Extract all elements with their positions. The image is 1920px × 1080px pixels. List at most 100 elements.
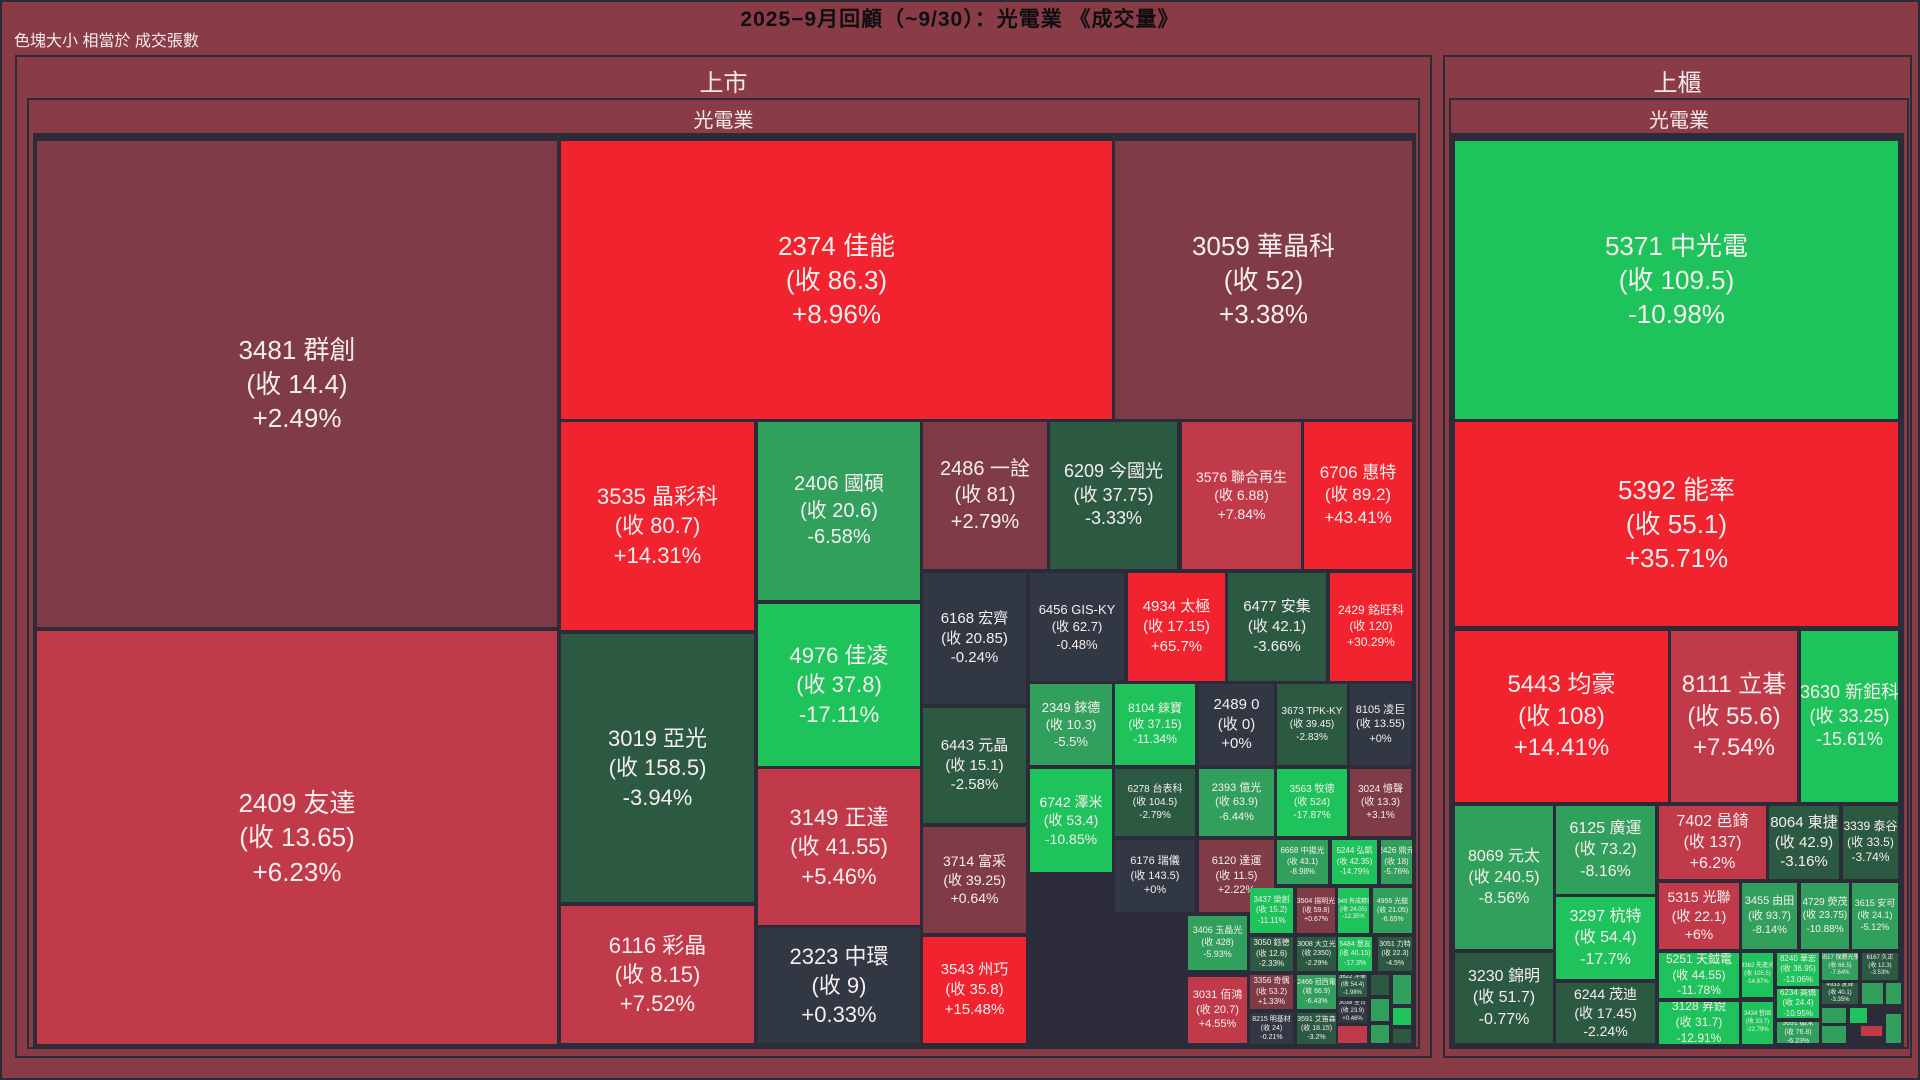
tile-6209[interactable]: 6209 今國光 (收 37.75) -3.33% [1050, 422, 1177, 569]
tile-micro[interactable] [1861, 1026, 1882, 1036]
tile-6116[interactable]: 6116 彩晶 (收 8.15) +7.52% [561, 906, 754, 1043]
tile-5244[interactable]: 5244 弘凱 (收 42.35) -14.79% [1332, 840, 1377, 884]
tile-2393[interactable]: 2393 億光 (收 63.9) -6.44% [1199, 769, 1274, 836]
tile-8104[interactable]: 8104 錸寶 (收 37.15) -11.34% [1115, 684, 1195, 765]
tile-3149[interactable]: 3149 正達 (收 41.55) +5.46% [758, 769, 920, 925]
tile-3622[interactable]: 3622 洋華 (收 54.4) -1.98% [1338, 975, 1367, 997]
tile-2466[interactable]: 2466 冠西電 (收 66.9) -6.43% [1297, 975, 1336, 1009]
tile-4949[interactable]: 4949 有成精密(收 24.05)-12.35% [1338, 888, 1369, 933]
tile-micro[interactable] [1850, 1008, 1867, 1023]
tile-3230[interactable]: 3230 錦明 (收 51.7) -0.77% [1455, 953, 1553, 1043]
tile-6456[interactable]: 6456 GIS-KY (收 62.7) -0.48% [1030, 573, 1124, 681]
tile-8215[interactable]: 8215 明基材 (收 24) -0.21% [1250, 1013, 1293, 1044]
tile-5315[interactable]: 5315 光聯 (收 22.1) +6% [1659, 883, 1739, 949]
tile-5371[interactable]: 5371 中光電 (收 109.5) -10.98% [1455, 141, 1898, 419]
tile-label: 8215 明基材 [1252, 1015, 1291, 1023]
tile-3038[interactable]: 3038 全台 (收 23.9) +0.46% [1338, 1001, 1367, 1023]
tile-micro[interactable] [1393, 1008, 1411, 1025]
tile-2486[interactable]: 2486 一詮 (收 81) +2.79% [923, 422, 1047, 569]
tile-3019[interactable]: 3019 亞光 (收 158.5) -3.94% [561, 634, 754, 902]
tile-3576[interactable]: 3576 聯合再生 (收 6.88) +7.84% [1182, 422, 1301, 569]
tile-micro[interactable] [1822, 1026, 1846, 1043]
tile-3051[interactable]: 3051 力特 (收 22.3) -4.5% [1378, 937, 1412, 971]
tile-3297[interactable]: 3297 杭特 (收 54.4) -17.7% [1556, 897, 1655, 979]
tile-5443[interactable]: 5443 均豪 (收 108) +14.41% [1455, 631, 1668, 802]
tile-8240[interactable]: 8240 華宏 (收 36.95) -13.06% [1777, 953, 1819, 986]
tile-3050[interactable]: 3050 鈺德 (收 12.6) -2.33% [1250, 937, 1293, 971]
tile-3691[interactable]: 3691 碩禾 (收 76.8) -6.23% [1777, 1022, 1819, 1043]
tile-6706[interactable]: 6706 惠特 (收 89.2) +43.41% [1304, 422, 1412, 569]
tile-4934[interactable]: 4934 太極 (收 17.15) +65.7% [1128, 573, 1225, 681]
tile-3504[interactable]: 3504 揚明光 (收 59.8) +0.67% [1297, 888, 1335, 933]
tile-2429[interactable]: 2429 銘旺科 (收 120) +30.29% [1330, 573, 1412, 681]
tile-6668[interactable]: 6668 中揚光 (收 43.1) -8.98% [1277, 840, 1328, 884]
tile-8064[interactable]: 8064 東捷 (收 42.9) -3.16% [1769, 806, 1839, 879]
tile-micro[interactable] [1886, 1014, 1901, 1043]
tile-micro[interactable] [1371, 999, 1389, 1021]
tile-8111[interactable]: 8111 立碁 (收 55.6) +7.54% [1671, 631, 1797, 802]
tile-3437[interactable]: 3437 榮創 (收 15.2) -11.11% [1250, 888, 1293, 933]
tile-5251[interactable]: 5251 天鉞電 (收 44.55) -11.78% [1659, 953, 1739, 998]
tile-2349[interactable]: 2349 錸德 (收 10.3) -5.5% [1030, 684, 1112, 765]
tile-3031[interactable]: 3031 佰鴻 (收 20.7) +4.55% [1188, 977, 1247, 1043]
tile-3615[interactable]: 3615 安可 (收 24.1) -5.12% [1852, 883, 1898, 949]
tile-micro[interactable] [1886, 983, 1901, 1004]
tile-3481[interactable]: 3481 群創 (收 14.4) +2.49% [37, 141, 557, 627]
tile-6742[interactable]: 6742 澤米 (收 53.4) -10.85% [1030, 769, 1112, 872]
tile-5392[interactable]: 5392 能率 (收 55.1) +35.71% [1455, 422, 1898, 626]
tile-micro[interactable] [1393, 1029, 1411, 1043]
tile-micro[interactable] [1862, 983, 1883, 1004]
tile-2426[interactable]: 2426 鼎元(收 18)-5.76% [1381, 840, 1412, 884]
tile-3356[interactable]: 3356 奇偶 (收 53.2) +1.33% [1250, 975, 1293, 1009]
size-legend: 色塊大小 相當於 成交張數 [14, 33, 199, 50]
tile-6234[interactable]: 6234 高僑 (收 24.4) -10.95% [1777, 989, 1819, 1018]
tile-5484[interactable]: 5484 慧友 (收 40.15) -17.3% [1338, 937, 1372, 971]
tile-2323[interactable]: 2323 中環 (收 9) +0.33% [758, 928, 920, 1043]
tile-6443[interactable]: 6443 元晶 (收 15.1) -2.58% [923, 708, 1026, 823]
tile-3339[interactable]: 3339 泰谷 (收 33.5) -3.74% [1843, 806, 1898, 879]
tile-3008[interactable]: 3008 大立光 (收 2350) -2.29% [1297, 937, 1336, 971]
tile-3128[interactable]: 3128 昇銳 (收 31.7) -12.91% [1659, 1002, 1739, 1044]
tile-3563[interactable]: 3563 牧德 (收 524) -17.87% [1277, 769, 1347, 836]
tile-6167[interactable]: 6167 久正 (收 12.3) -3.53% [1862, 953, 1898, 980]
tile-4933[interactable]: 4933 友輝 (收 40.1) -3.35% [1822, 983, 1858, 1004]
tile-3714[interactable]: 3714 富采 (收 39.25) +0.64% [923, 827, 1026, 933]
tile-micro[interactable] [1371, 1025, 1389, 1043]
tile-3406[interactable]: 3406 玉晶光 (收 428) -5.93% [1188, 916, 1247, 970]
tile-6176[interactable]: 6176 瑞儀 (收 143.5) +0% [1115, 840, 1195, 912]
tile-label: 3059 華晶科 [1191, 230, 1336, 261]
tile-3362[interactable]: 3362 先進光 (收 105.5) -14.87% [1742, 953, 1773, 997]
tile-micro[interactable] [1822, 1008, 1846, 1023]
tile-3455[interactable]: 3455 由田 (收 93.7) -8.14% [1742, 883, 1797, 949]
tile-label: 3591 艾笛森 [1297, 1015, 1336, 1023]
tile-8069[interactable]: 8069 元太 (收 240.5) -8.56% [1455, 806, 1553, 949]
tile-6278[interactable]: 6278 台表科 (收 104.5) -2.79% [1115, 769, 1195, 836]
tile-3591[interactable]: 3591 艾笛森 (收 18.15) -3.2% [1297, 1013, 1336, 1044]
tile-6244[interactable]: 6244 茂迪 (收 17.45) -2.24% [1556, 983, 1655, 1043]
tile-6125[interactable]: 6125 廣運 (收 73.2) -8.16% [1556, 806, 1655, 894]
tile-2489[interactable]: 2489 0 (收 0) +0% [1199, 684, 1274, 765]
tile-6517[interactable]: 6517 保勝光學 (收 66.5) -7.64% [1822, 953, 1858, 980]
tile-6168[interactable]: 6168 宏齊 (收 20.85) -0.24% [923, 573, 1026, 704]
tile-3673[interactable]: 3673 TPK-KY (收 39.45) -2.83% [1277, 684, 1347, 765]
tile-micro[interactable] [1338, 1026, 1367, 1043]
tile-4976[interactable]: 4976 佳凌 (收 37.8) -17.11% [758, 604, 920, 766]
tile-6477[interactable]: 6477 安集 (收 42.1) -3.66% [1228, 573, 1326, 681]
tile-label: -12.35% [1342, 914, 1365, 921]
tile-3535[interactable]: 3535 晶彩科 (收 80.7) +14.31% [561, 422, 754, 630]
tile-3024[interactable]: 3024 憶聲 (收 13.3) +3.1% [1350, 769, 1411, 836]
tile-7402[interactable]: 7402 邑錡 (收 137) +6.2% [1659, 806, 1766, 879]
tile-label: -3.53% [1870, 970, 1890, 977]
tile-4956[interactable]: 4956 光鋐 (收 21.05) -6.65% [1373, 888, 1412, 933]
tile-micro[interactable] [1371, 975, 1389, 995]
tile-8105[interactable]: 8105 凌巨 (收 13.55) +0% [1350, 684, 1411, 765]
tile-3543[interactable]: 3543 州巧 (收 35.8) +15.48% [923, 937, 1026, 1043]
tile-3630[interactable]: 3630 新鉅科 (收 33.25) -15.61% [1801, 631, 1898, 802]
tile-2409[interactable]: 2409 友達 (收 13.65) +6.23% [37, 631, 557, 1044]
tile-3059[interactable]: 3059 華晶科 (收 52) +3.38% [1115, 141, 1412, 419]
tile-2374[interactable]: 2374 佳能 (收 86.3) +8.96% [561, 141, 1112, 419]
tile-4729[interactable]: 4729 熒茂 (收 23.75) -10.88% [1801, 883, 1849, 949]
tile-2406[interactable]: 2406 國碩 (收 20.6) -6.58% [758, 422, 920, 600]
tile-3434[interactable]: 3434 哲固 (收 33.7) -22.79% [1742, 1002, 1773, 1044]
tile-micro[interactable] [1393, 975, 1411, 1004]
